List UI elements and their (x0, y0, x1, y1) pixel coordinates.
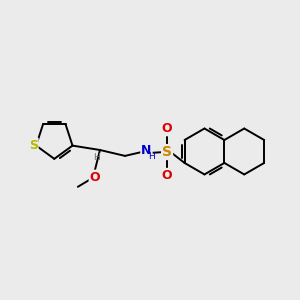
Text: H: H (148, 152, 155, 161)
Text: N: N (141, 144, 152, 157)
Text: O: O (162, 169, 172, 182)
Text: O: O (90, 171, 100, 184)
Text: S: S (162, 145, 172, 159)
Text: S: S (29, 139, 38, 152)
Text: H: H (94, 153, 100, 162)
Text: O: O (162, 122, 172, 135)
